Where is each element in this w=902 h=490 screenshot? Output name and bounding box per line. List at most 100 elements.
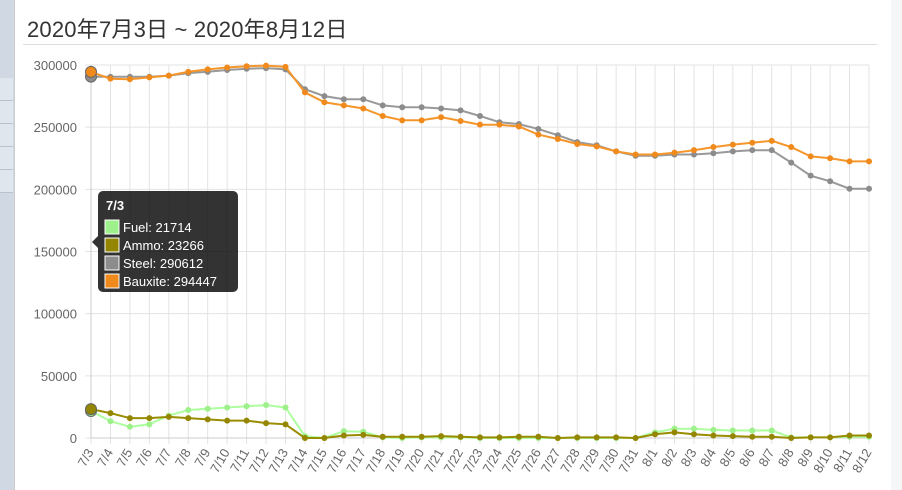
bauxite-data-point[interactable] [788,144,795,151]
steel-data-point[interactable] [768,147,775,154]
steel-data-point[interactable] [535,126,542,133]
bauxite-data-point[interactable] [593,143,600,150]
bauxite-data-point[interactable] [438,114,445,121]
ammo-data-point[interactable] [165,413,172,420]
bauxite-data-point[interactable] [496,121,503,128]
bauxite-data-point[interactable] [185,68,192,75]
ammo-data-point[interactable] [282,421,289,428]
ammo-data-point[interactable] [710,432,717,439]
bauxite-data-point[interactable] [652,151,659,158]
bauxite-data-point[interactable] [165,72,172,79]
ammo-data-point[interactable] [438,433,445,440]
sidebar-tab[interactable] [0,170,13,193]
bauxite-data-point[interactable] [399,117,406,124]
bauxite-data-point[interactable] [690,147,697,154]
steel-data-point[interactable] [827,178,834,185]
ammo-data-point[interactable] [749,433,756,440]
ammo-data-point[interactable] [457,433,464,440]
steel-data-point[interactable] [477,112,483,119]
bauxite-data-point[interactable] [768,137,775,144]
ammo-data-point[interactable] [574,434,581,441]
bauxite-data-point[interactable] [340,102,347,109]
bauxite-data-point[interactable] [827,155,834,162]
bauxite-data-point[interactable] [554,135,561,142]
ammo-data-point[interactable] [593,434,600,441]
steel-data-point[interactable] [710,150,717,157]
bauxite-data-point[interactable] [85,65,97,78]
steel-data-point[interactable] [690,151,697,158]
ammo-data-point[interactable] [866,432,872,439]
ammo-data-point[interactable] [768,433,775,440]
bauxite-data-point[interactable] [204,66,211,73]
steel-data-point[interactable] [807,172,814,179]
sidebar-tab[interactable] [0,147,13,170]
bauxite-data-point[interactable] [613,148,620,155]
ammo-data-point[interactable] [846,432,853,439]
fuel-data-point[interactable] [729,427,736,434]
bauxite-data-point[interactable] [807,153,814,160]
fuel-data-point[interactable] [263,402,270,409]
bauxite-data-point[interactable] [146,74,153,81]
ammo-data-point[interactable] [360,431,367,438]
ammo-data-point[interactable] [729,433,736,440]
ammo-data-point[interactable] [554,435,561,441]
steel-data-point[interactable] [340,96,347,103]
fuel-data-point[interactable] [768,427,775,434]
bauxite-data-point[interactable] [126,76,133,83]
bauxite-data-point[interactable] [263,62,270,69]
bauxite-data-point[interactable] [379,112,386,119]
ammo-data-point[interactable] [146,415,153,422]
bauxite-data-point[interactable] [632,151,639,158]
ammo-data-point[interactable] [496,434,503,441]
steel-data-point[interactable] [749,147,756,154]
fuel-data-point[interactable] [185,407,192,414]
fuel-data-point[interactable] [204,405,211,412]
ammo-data-point[interactable] [399,433,406,440]
fuel-data-point[interactable] [710,426,717,433]
fuel-data-point[interactable] [146,421,153,428]
ammo-data-point[interactable] [224,417,231,424]
ammo-data-point[interactable] [204,416,211,423]
ammo-data-point[interactable] [788,435,795,441]
sidebar-tab[interactable] [0,124,13,147]
bauxite-data-point[interactable] [846,158,853,165]
steel-data-point[interactable] [457,107,464,114]
steel-data-point[interactable] [418,104,425,111]
bauxite-data-point[interactable] [301,89,308,96]
steel-data-point[interactable] [399,104,406,111]
bauxite-data-point[interactable] [107,75,114,82]
bauxite-data-point[interactable] [729,141,736,148]
bauxite-data-point[interactable] [749,139,756,146]
steel-data-point[interactable] [438,105,445,112]
ammo-data-point[interactable] [652,431,659,438]
steel-data-point[interactable] [788,159,795,166]
fuel-data-point[interactable] [107,418,114,425]
steel-data-point[interactable] [360,96,367,103]
ammo-data-point[interactable] [340,432,347,439]
sidebar-tab[interactable] [0,78,13,101]
bauxite-data-point[interactable] [477,121,483,128]
bauxite-data-point[interactable] [515,123,522,130]
fuel-data-point[interactable] [749,427,756,434]
bauxite-data-point[interactable] [457,117,464,124]
ammo-data-point[interactable] [690,431,697,438]
ammo-data-point[interactable] [301,435,308,441]
ammo-data-point[interactable] [613,434,620,441]
bauxite-data-point[interactable] [535,131,542,138]
bauxite-data-point[interactable] [282,63,289,70]
fuel-data-point[interactable] [224,404,231,411]
ammo-data-point[interactable] [418,433,425,440]
bauxite-data-point[interactable] [710,144,717,151]
bauxite-data-point[interactable] [418,117,425,124]
ammo-data-point[interactable] [632,435,639,441]
ammo-data-point[interactable] [243,417,250,424]
ammo-data-point[interactable] [827,434,834,441]
fuel-data-point[interactable] [690,425,697,432]
ammo-data-point[interactable] [477,434,483,441]
bauxite-data-point[interactable] [360,105,367,112]
steel-data-point[interactable] [866,185,872,192]
ammo-data-point[interactable] [535,433,542,440]
bauxite-data-point[interactable] [866,158,872,165]
steel-data-point[interactable] [846,185,853,192]
